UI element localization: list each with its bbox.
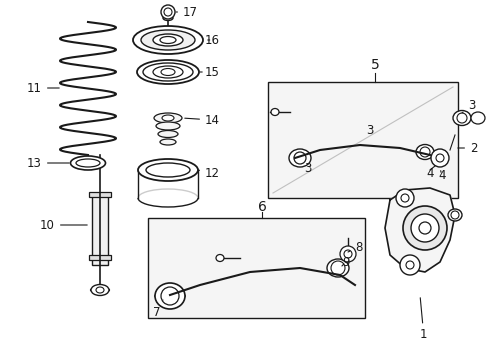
Circle shape xyxy=(402,206,446,250)
Bar xyxy=(89,192,111,197)
Text: 3: 3 xyxy=(366,123,373,136)
Circle shape xyxy=(400,194,408,202)
Circle shape xyxy=(405,261,413,269)
Text: 3: 3 xyxy=(461,99,474,113)
Ellipse shape xyxy=(141,30,195,50)
Circle shape xyxy=(399,255,419,275)
Circle shape xyxy=(456,113,466,123)
Ellipse shape xyxy=(153,34,183,46)
Text: 1: 1 xyxy=(419,298,427,342)
Ellipse shape xyxy=(160,36,176,44)
Text: 15: 15 xyxy=(200,66,220,78)
Ellipse shape xyxy=(133,26,203,54)
Bar xyxy=(267,82,457,198)
Circle shape xyxy=(419,147,429,157)
Circle shape xyxy=(450,211,458,219)
Ellipse shape xyxy=(288,149,310,167)
Circle shape xyxy=(418,222,430,234)
Circle shape xyxy=(435,154,443,162)
Ellipse shape xyxy=(270,108,279,116)
Ellipse shape xyxy=(415,144,433,159)
Text: 2: 2 xyxy=(457,141,476,154)
Ellipse shape xyxy=(470,112,484,124)
Ellipse shape xyxy=(161,68,175,76)
Polygon shape xyxy=(384,188,454,272)
Text: 8: 8 xyxy=(347,240,362,253)
Ellipse shape xyxy=(70,156,105,170)
Text: 4: 4 xyxy=(426,166,433,180)
Circle shape xyxy=(343,250,351,258)
Circle shape xyxy=(395,189,413,207)
Ellipse shape xyxy=(326,259,348,277)
Ellipse shape xyxy=(163,15,173,21)
Ellipse shape xyxy=(137,60,199,84)
Ellipse shape xyxy=(153,66,183,78)
Ellipse shape xyxy=(160,139,176,145)
Ellipse shape xyxy=(155,283,184,309)
Circle shape xyxy=(161,287,179,305)
Text: 17: 17 xyxy=(176,5,198,18)
Ellipse shape xyxy=(156,122,180,130)
Text: 11: 11 xyxy=(27,81,59,95)
Ellipse shape xyxy=(216,255,224,261)
Circle shape xyxy=(430,149,448,167)
Text: 13: 13 xyxy=(27,157,69,170)
Text: 5: 5 xyxy=(370,58,379,72)
Ellipse shape xyxy=(76,159,100,167)
Bar xyxy=(89,255,111,260)
Bar xyxy=(92,195,108,265)
Ellipse shape xyxy=(91,284,109,296)
Text: 9: 9 xyxy=(341,256,349,269)
Ellipse shape xyxy=(452,111,470,126)
Ellipse shape xyxy=(162,115,174,121)
Ellipse shape xyxy=(142,63,193,81)
Circle shape xyxy=(339,246,355,262)
Ellipse shape xyxy=(447,209,461,221)
Text: 12: 12 xyxy=(198,166,220,180)
Circle shape xyxy=(293,152,305,164)
Circle shape xyxy=(330,261,345,275)
Text: 7: 7 xyxy=(153,300,163,319)
Text: 14: 14 xyxy=(184,113,220,126)
Ellipse shape xyxy=(138,159,198,181)
Text: 4: 4 xyxy=(437,168,445,181)
Circle shape xyxy=(410,214,438,242)
Ellipse shape xyxy=(154,113,182,123)
Ellipse shape xyxy=(158,131,178,138)
Circle shape xyxy=(161,5,175,19)
Text: 6: 6 xyxy=(257,200,266,214)
Ellipse shape xyxy=(96,287,104,293)
Text: 10: 10 xyxy=(40,219,87,231)
Ellipse shape xyxy=(146,163,190,177)
Circle shape xyxy=(163,8,172,16)
Bar xyxy=(148,218,364,318)
Text: 3: 3 xyxy=(304,162,311,175)
Text: 16: 16 xyxy=(204,33,220,46)
